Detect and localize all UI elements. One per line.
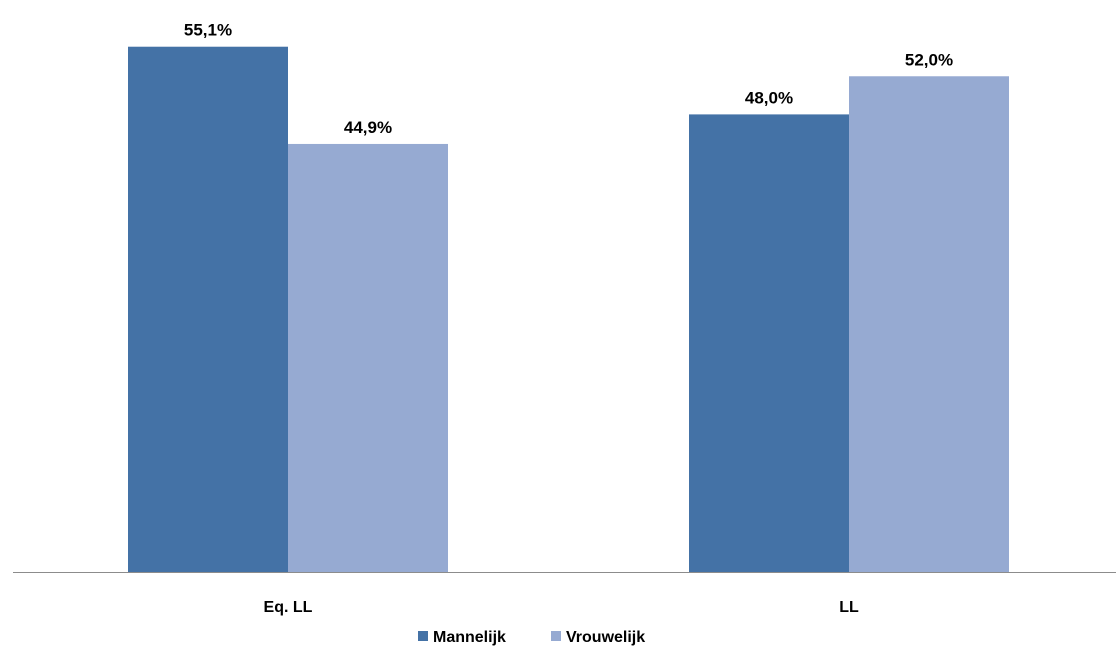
bar-vrouwelijk-1 — [849, 76, 1009, 573]
legend-label-mannelijk: Mannelijk — [433, 629, 506, 646]
data-label-vrouwelijk-1: 52,0% — [905, 50, 953, 69]
data-label-mannelijk-1: 48,0% — [745, 88, 793, 107]
legend-label-vrouwelijk: Vrouwelijk — [566, 629, 645, 646]
bar-vrouwelijk-0 — [288, 143, 448, 572]
data-labels-layer: 55,1% 44,9% 48,0% 52,0% — [184, 21, 953, 137]
bar-mannelijk-0 — [128, 46, 288, 573]
data-label-vrouwelijk-0: 44,9% — [344, 118, 392, 137]
category-labels-layer: Eq. LL LL — [264, 599, 859, 616]
legend-swatch-vrouwelijk — [551, 631, 561, 641]
bar-mannelijk-1 — [689, 114, 849, 573]
legend: Mannelijk Vrouwelijk — [418, 629, 645, 646]
data-label-mannelijk-0: 55,1% — [184, 21, 232, 40]
category-label-0: Eq. LL — [264, 599, 313, 616]
legend-swatch-mannelijk — [418, 631, 428, 641]
category-label-1: LL — [839, 599, 859, 616]
bars-layer — [128, 46, 1009, 573]
